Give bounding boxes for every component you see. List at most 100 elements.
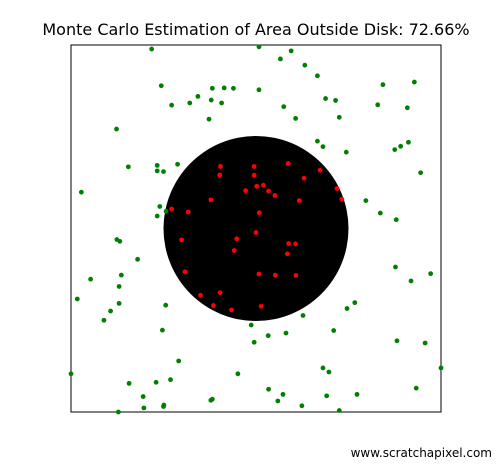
scatter-point: [218, 164, 223, 169]
scatter-point: [293, 116, 298, 121]
scatter-point: [154, 168, 160, 174]
scatter-point: [118, 272, 124, 278]
scatter-point: [179, 237, 185, 243]
scatter-point: [229, 307, 234, 313]
scatter-point: [116, 300, 122, 306]
scatter-point: [68, 371, 74, 377]
scatter-point: [343, 149, 349, 155]
scatter-point: [344, 306, 350, 311]
scatter-point: [320, 144, 326, 150]
scatter-point: [258, 303, 264, 309]
scatter-point: [266, 188, 271, 194]
series-1: [169, 161, 345, 313]
scatter-point: [302, 62, 308, 68]
scatter-point: [108, 308, 113, 314]
scatter-point: [163, 302, 169, 308]
scatter-point: [394, 338, 400, 344]
scatter-point: [74, 296, 80, 302]
scatter-point: [266, 386, 271, 392]
scatter-point: [377, 210, 383, 216]
scatter-point: [161, 402, 167, 408]
scatter-point: [168, 377, 173, 383]
scatter-point: [251, 172, 257, 178]
scatter-point: [261, 182, 266, 188]
scatter-point: [195, 93, 201, 99]
scatter-point: [375, 102, 381, 108]
scatter-point: [182, 269, 188, 275]
scatter-point: [320, 365, 326, 371]
scatter-point: [406, 139, 411, 145]
scatter-point: [413, 385, 419, 391]
scatter-point: [296, 198, 302, 204]
scatter-point: [251, 164, 257, 169]
scatter-point: [125, 164, 131, 170]
scatter-point: [411, 79, 417, 85]
scatter-point: [404, 105, 410, 111]
scatter-point: [157, 204, 163, 209]
scatter-point: [281, 104, 287, 110]
scatter-point: [187, 100, 193, 106]
scatter-point: [163, 208, 169, 214]
scatter-point: [363, 198, 369, 204]
scatter-point: [300, 313, 306, 318]
scatter-point: [428, 271, 434, 277]
scatter-point: [336, 408, 342, 413]
scatter-point: [88, 276, 94, 282]
scatter-point: [234, 236, 240, 242]
scatter-point: [251, 339, 257, 345]
scatter-point: [393, 264, 398, 270]
scatter-point: [115, 409, 121, 415]
scatter-point: [149, 46, 155, 52]
scatter-point: [161, 169, 166, 175]
scatter-point: [418, 170, 424, 176]
scatter-point: [153, 379, 159, 385]
scatter-point: [185, 209, 191, 215]
scatter-point: [254, 183, 260, 189]
scatter-point: [235, 371, 241, 377]
chart-title: Monte Carlo Estimation of Area Outside D…: [42, 20, 469, 39]
scatter-point: [293, 273, 299, 278]
scatter-point: [231, 85, 236, 91]
scatter-point: [78, 189, 84, 195]
scatter-point: [283, 330, 289, 336]
scatter-point: [256, 44, 262, 50]
scatter-point: [438, 365, 444, 371]
scatter-point: [301, 175, 307, 181]
scatter-point: [317, 167, 323, 173]
scatter-point: [333, 98, 338, 103]
scatter-point: [116, 284, 122, 289]
scatter-point: [176, 358, 182, 364]
scatter-point: [208, 197, 214, 203]
scatter-point: [288, 48, 294, 54]
scatter-point: [336, 114, 342, 120]
scatter-point: [380, 82, 386, 88]
scatter-point: [208, 397, 214, 403]
scatter-point: [256, 87, 262, 93]
scatter-point: [159, 327, 165, 333]
scatter-point: [126, 380, 132, 386]
scatter-point: [315, 138, 320, 144]
scatter-point: [169, 102, 175, 108]
scatter-point: [209, 85, 215, 91]
scatter-point: [154, 162, 160, 168]
scatter-point: [280, 391, 286, 397]
scatter-point: [206, 116, 212, 122]
scatter-point: [272, 272, 278, 278]
scatter-point: [323, 96, 328, 101]
scatter-point: [114, 126, 119, 132]
scatter-point: [256, 271, 262, 277]
scatter-point: [217, 172, 223, 178]
disk: [163, 136, 349, 321]
plot-frame: [70, 44, 442, 413]
scatter-point: [154, 213, 160, 219]
scatter-point: [326, 369, 332, 375]
scatter-point: [334, 186, 340, 191]
scatter-point: [141, 405, 147, 411]
scatter-point: [286, 241, 291, 246]
scatter-point: [293, 241, 298, 247]
scatter-point: [135, 256, 141, 262]
scatter-point: [285, 161, 291, 166]
series-0: [68, 44, 444, 415]
scatter-point: [219, 100, 224, 106]
scatter-point: [140, 394, 146, 399]
